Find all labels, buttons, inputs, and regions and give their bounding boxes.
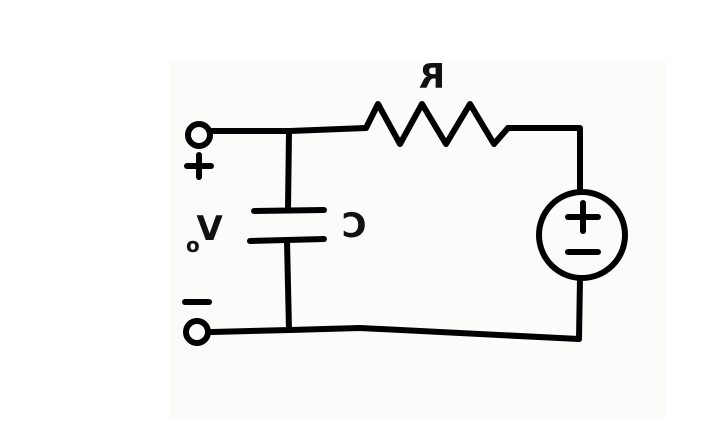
resistor-icon: [363, 101, 511, 147]
right-wire-bottom: [576, 275, 583, 342]
right-wire-top: [505, 125, 583, 195]
capacitor-lead-top: [285, 128, 292, 212]
terminal-bottom-icon: [183, 318, 211, 346]
output-voltage-label: V: [196, 209, 223, 249]
output-positive-sign: [184, 152, 214, 180]
bottom-wire: [209, 325, 582, 342]
terminal-top-icon: [185, 121, 213, 149]
capacitor-label: C: [342, 206, 367, 246]
resistor-label: R: [419, 57, 445, 97]
capacitor-lead-bottom: [284, 238, 292, 333]
output-voltage-label-group: V o: [186, 209, 223, 257]
output-voltage-subscript: o: [186, 233, 200, 257]
